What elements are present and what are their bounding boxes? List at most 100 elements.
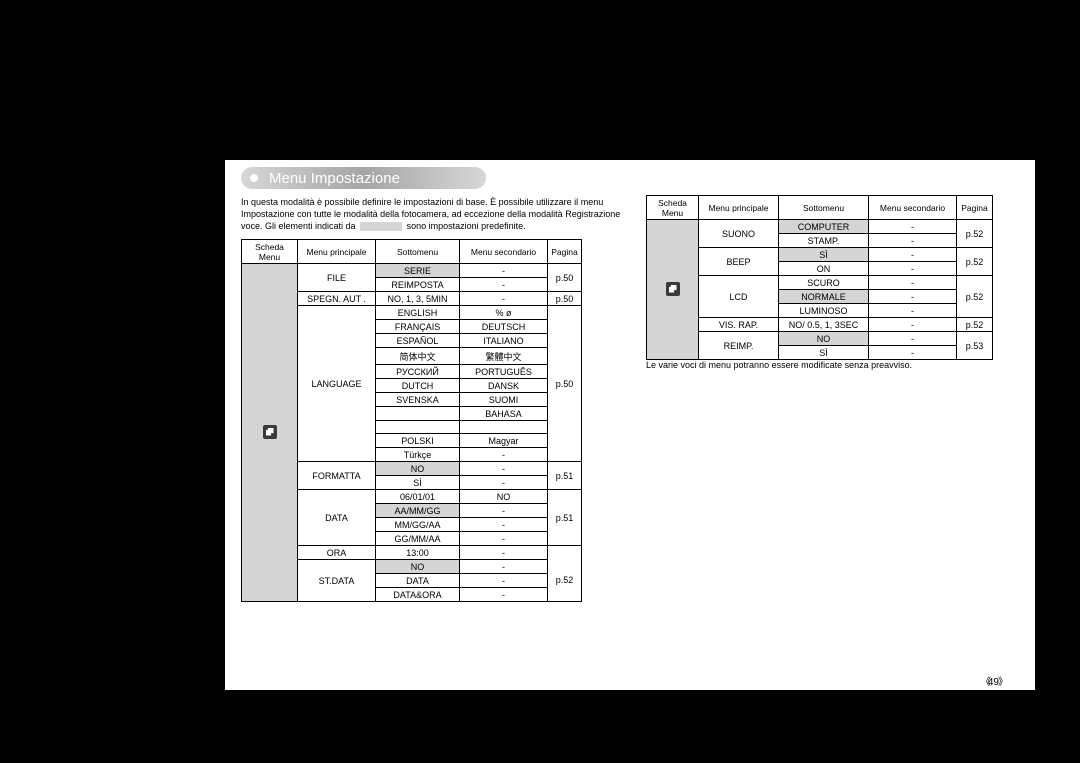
pg-cell: p.52: [957, 248, 993, 276]
footnote: Le varie voci di menu potranno essere mo…: [646, 360, 912, 370]
sec-cell: -: [460, 588, 548, 602]
sec-cell: DANSK: [460, 379, 548, 393]
sub-cell: DATA: [376, 574, 460, 588]
sub-cell: SÌ: [376, 476, 460, 490]
sub-cell: ENGLISH: [376, 306, 460, 320]
table-row: BEEP SÌ - p.52: [647, 248, 993, 262]
sub-cell: POLSKI: [376, 434, 460, 448]
title-text: Menu Impostazione: [269, 170, 400, 187]
sub-cell: [376, 421, 460, 434]
sec-cell: -: [869, 262, 957, 276]
wrench-icon: [666, 282, 680, 296]
mp-visrap: VIS. RAP.: [699, 318, 779, 332]
pg-cell: p.51: [548, 490, 582, 546]
table-header-row: Scheda Menu Menu principale Sottomenu Me…: [647, 196, 993, 220]
th-sec: Menu secondario: [869, 196, 957, 220]
mp-language: LANGUAGE: [298, 306, 376, 462]
intro-line: sono impostazioni predefinite.: [407, 221, 526, 231]
sub-cell: [376, 407, 460, 421]
mp-beep: BEEP: [699, 248, 779, 276]
sec-cell: -: [460, 574, 548, 588]
sub-cell: REIMPOSTA: [376, 278, 460, 292]
sub-cell: SVENSKA: [376, 393, 460, 407]
sub-cell: DATA&ORA: [376, 588, 460, 602]
mp-data: DATA: [298, 490, 376, 546]
mp-suono: SUONO: [699, 220, 779, 248]
pg-cell: p.52: [957, 276, 993, 318]
sec-cell: ITALIANO: [460, 334, 548, 348]
sec-cell: -: [460, 462, 548, 476]
section-title: Menu Impostazione: [241, 167, 486, 189]
sub-cell: SERIE: [376, 264, 460, 278]
sub-cell: SÌ: [779, 248, 869, 262]
sub-cell: LUMINOSO: [779, 304, 869, 318]
sec-cell: -: [460, 518, 548, 532]
sub-cell: NO: [376, 560, 460, 574]
sec-cell: NO: [460, 490, 548, 504]
sub-cell: РУССКИЙ: [376, 365, 460, 379]
settings-table-1: Scheda Menu Menu principale Sottomenu Me…: [241, 239, 582, 602]
sub-cell: MM/GG/AA: [376, 518, 460, 532]
sec-cell: -: [869, 318, 957, 332]
menu-tab-icon-cell: [242, 264, 298, 602]
mp-spegn: SPEGN. AUT .: [298, 292, 376, 306]
pg-cell: p.51: [548, 462, 582, 490]
sec-cell: -: [869, 248, 957, 262]
mp-stdata: ST.DATA: [298, 560, 376, 602]
table-row: FILE SERIE - p.50: [242, 264, 582, 278]
sub-cell: NO: [376, 462, 460, 476]
sec-cell: -: [869, 220, 957, 234]
mp-ora: ORA: [298, 546, 376, 560]
mp-lcd: LCD: [699, 276, 779, 318]
sub-cell: COMPUTER: [779, 220, 869, 234]
pg-cell: p.50: [548, 292, 582, 306]
menu-tab-icon-cell: [647, 220, 699, 360]
sec-cell: -: [460, 292, 548, 306]
th-mp: Menu principale: [699, 196, 779, 220]
sec-cell: Magyar: [460, 434, 548, 448]
manual-page: Menu Impostazione In questa modalità è p…: [225, 160, 1035, 690]
sub-cell: ESPAÑOL: [376, 334, 460, 348]
sec-cell: -: [460, 448, 548, 462]
sec-cell: % ø: [460, 306, 548, 320]
pg-cell: p.53: [957, 332, 993, 360]
pg-cell: [548, 546, 582, 560]
sub-cell: NO: [779, 332, 869, 346]
sec-cell: 繁體中文: [460, 348, 548, 365]
sub-cell: 简体中文: [376, 348, 460, 365]
table-row: REIMP. NO - p.53: [647, 332, 993, 346]
sec-cell: -: [460, 278, 548, 292]
sec-cell: SUOMI: [460, 393, 548, 407]
pg-cell: p.52: [957, 318, 993, 332]
sec-cell: -: [460, 264, 548, 278]
sec-cell: -: [869, 304, 957, 318]
page-number: 49: [981, 673, 1006, 688]
sub-cell: 06/01/01: [376, 490, 460, 504]
sub-cell: ON: [779, 262, 869, 276]
sub-cell: STAMP.: [779, 234, 869, 248]
th-scheda: Scheda Menu: [242, 240, 298, 264]
table-row: SUONO COMPUTER - p.52: [647, 220, 993, 234]
sec-cell: -: [869, 276, 957, 290]
sec-cell: -: [869, 290, 957, 304]
sub-cell: SCURO: [779, 276, 869, 290]
sub-cell: DUTCH: [376, 379, 460, 393]
pg-cell: p.52: [548, 560, 582, 602]
sub-cell: GG/MM/AA: [376, 532, 460, 546]
th-sub: Sottomenu: [779, 196, 869, 220]
th-scheda: Scheda Menu: [647, 196, 699, 220]
sec-cell: -: [460, 560, 548, 574]
sub-cell: FRANÇAIS: [376, 320, 460, 334]
sub-cell: NO, 1, 3, 5MIN: [376, 292, 460, 306]
intro-line: In questa modalità è possibile definire …: [241, 197, 578, 207]
sub-cell: NO/ 0.5, 1, 3SEC: [779, 318, 869, 332]
mp-file: FILE: [298, 264, 376, 292]
settings-table-2: Scheda Menu Menu principale Sottomenu Me…: [646, 195, 993, 360]
mp-reimp: REIMP.: [699, 332, 779, 360]
sec-cell: -: [460, 504, 548, 518]
sub-cell: Türkçe: [376, 448, 460, 462]
th-pg: Pagina: [548, 240, 582, 264]
pg-cell: p.50: [548, 264, 582, 292]
sec-cell: -: [869, 332, 957, 346]
wrench-icon: [263, 425, 277, 439]
